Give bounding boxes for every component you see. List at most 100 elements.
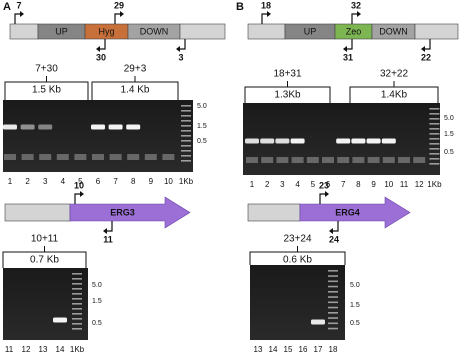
lane-label: 1 xyxy=(8,177,13,186)
primer-dimer xyxy=(127,154,140,160)
lane-label: 15 xyxy=(284,345,293,352)
marker-label: 5.0 xyxy=(350,282,360,289)
ladder-band xyxy=(328,322,338,325)
dna-band xyxy=(53,317,67,323)
ladder-band xyxy=(72,308,82,310)
primer-dimer xyxy=(413,157,426,163)
ladder-band xyxy=(328,275,338,277)
lane-label: 12 xyxy=(22,345,31,352)
primer-dimer xyxy=(109,154,122,160)
lane-label: 8 xyxy=(356,180,361,189)
dna-band xyxy=(245,138,259,144)
dna-band xyxy=(38,124,53,130)
primer-arrow xyxy=(346,39,353,50)
marker-label: 1.5 xyxy=(350,302,360,309)
primer-dimer xyxy=(352,157,365,163)
lane-label: 10 xyxy=(164,177,173,186)
ladder-band xyxy=(429,133,440,135)
primer-label: 22 xyxy=(421,52,431,62)
primer-dimer xyxy=(398,157,410,163)
ladder-band xyxy=(429,158,440,160)
primer-pair: 10+11 xyxy=(31,234,59,245)
bracket xyxy=(249,246,346,265)
lane-label: 11 xyxy=(5,345,14,352)
marker-label: 5.0 xyxy=(444,115,454,122)
primer-dimer xyxy=(39,154,52,160)
primer-arrow xyxy=(99,39,106,50)
primer-arrow xyxy=(424,39,431,50)
bracket xyxy=(91,76,179,100)
panel-label: B xyxy=(236,1,244,13)
dna-band xyxy=(290,138,305,144)
ladder-band xyxy=(72,293,82,295)
ladder-band xyxy=(429,118,440,120)
gene-name: ERG3 xyxy=(110,207,135,217)
product-size: 1.3Kb xyxy=(274,90,301,101)
gene-arrow xyxy=(299,196,411,229)
lane-label: 14 xyxy=(56,345,65,352)
primer-pair: 29+3 xyxy=(124,64,147,75)
lane-label: 14 xyxy=(269,345,278,352)
lane-label: 17 xyxy=(314,345,323,352)
primer-dimer xyxy=(337,157,350,163)
ladder-band xyxy=(181,110,191,112)
segment-label: DOWN xyxy=(140,26,169,36)
marker-label: 1.5 xyxy=(444,131,454,138)
ladder-band xyxy=(72,323,82,325)
primer-label: 32 xyxy=(351,0,361,10)
ladder-band xyxy=(181,125,191,127)
primer-arrowhead xyxy=(329,228,333,234)
primer-arrowhead xyxy=(176,46,180,52)
ladder-band xyxy=(328,270,338,272)
primer-dimer xyxy=(382,157,395,163)
primer-label: 3 xyxy=(178,52,183,62)
ladder-band xyxy=(181,145,191,147)
ladder-band xyxy=(181,130,191,132)
dna-band xyxy=(366,138,381,144)
segment-label: Hyg xyxy=(98,26,114,36)
primer-dimer xyxy=(276,157,289,163)
ladder-band xyxy=(181,135,191,137)
segment-label: UP xyxy=(55,26,68,36)
primer-label: 10 xyxy=(74,180,84,190)
ladder-band xyxy=(429,123,440,125)
primer-dimer xyxy=(162,154,175,160)
lane-label: 5 xyxy=(311,180,316,189)
primer-arrow xyxy=(14,13,21,24)
ladder-band xyxy=(429,143,440,145)
dna-band xyxy=(381,138,396,144)
lane-label: 5 xyxy=(78,177,83,186)
ladder-band xyxy=(429,153,440,155)
lane-label: 1Kb xyxy=(427,180,442,189)
dna-band xyxy=(336,138,351,144)
primer-dimer xyxy=(291,157,304,163)
ladder-band xyxy=(181,150,191,152)
ladder-band xyxy=(328,306,338,309)
primer-arrowhead xyxy=(96,46,100,52)
ladder-band xyxy=(328,285,338,288)
primer-arrowhead xyxy=(357,11,361,17)
primer-arrow xyxy=(261,13,268,24)
primer-arrowhead xyxy=(421,46,425,52)
primer-arrowhead xyxy=(80,191,84,197)
primer-pair: 7+30 xyxy=(35,64,58,75)
ladder-band xyxy=(72,318,82,320)
primer-label: 7 xyxy=(16,0,21,10)
lane-label: 3 xyxy=(43,177,48,186)
ladder-band xyxy=(72,328,82,330)
primer-dimer xyxy=(92,154,104,160)
gene-name: ERG4 xyxy=(335,207,360,217)
ladder-band xyxy=(72,303,82,305)
primer-label: 23 xyxy=(319,180,329,190)
product-size: 0.7 Kb xyxy=(30,255,59,266)
marker-label: 1.5 xyxy=(197,123,207,130)
lane-label: 1 xyxy=(250,180,255,189)
primer-dimer xyxy=(306,157,319,163)
lane-label: 13 xyxy=(254,345,263,352)
lane-label: 10 xyxy=(384,180,393,189)
ladder-band xyxy=(328,312,338,314)
primer-arrow xyxy=(74,193,81,204)
primer-dimer xyxy=(4,154,16,160)
lane-label: 12 xyxy=(415,180,424,189)
ladder-band xyxy=(72,283,82,285)
